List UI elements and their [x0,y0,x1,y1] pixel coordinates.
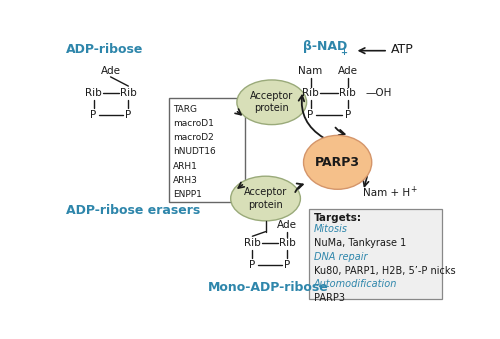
Text: P: P [249,260,256,270]
Text: ENPP1: ENPP1 [174,190,202,199]
Text: Mono-ADP-ribose: Mono-ADP-ribose [208,281,328,294]
Text: Rib: Rib [340,88,356,98]
Text: Acceptor
protein: Acceptor protein [244,187,287,210]
Text: Acceptor
protein: Acceptor protein [250,91,294,114]
Text: P: P [344,109,351,120]
Text: hNUDT16: hNUDT16 [174,147,216,156]
Text: Mitosis: Mitosis [314,224,348,234]
Text: Nam + H: Nam + H [363,188,410,198]
Text: macroD1: macroD1 [174,119,214,128]
Text: Ade: Ade [100,66,120,77]
Text: β-NAD: β-NAD [303,40,347,53]
Text: P: P [308,109,314,120]
Text: Rib: Rib [302,88,319,98]
Text: Rib: Rib [279,238,295,248]
Text: Rib: Rib [85,88,102,98]
Text: +: + [410,185,417,194]
Text: —OH: —OH [366,88,392,98]
Text: P: P [90,109,96,120]
Text: Automodification: Automodification [314,279,397,290]
Text: NuMa, Tankyrase 1: NuMa, Tankyrase 1 [314,238,406,248]
Text: ADP-ribose erasers: ADP-ribose erasers [66,204,200,217]
Text: Ku80, PARP1, H2B, 5’-P nicks: Ku80, PARP1, H2B, 5’-P nicks [314,265,455,276]
Text: ARH3: ARH3 [174,176,198,185]
Text: ATP: ATP [391,43,414,56]
Text: Ade: Ade [338,66,357,77]
Ellipse shape [230,176,300,221]
Text: +: + [340,47,347,57]
Text: DNA repair: DNA repair [314,252,367,262]
Text: P: P [125,109,132,120]
Text: TARG: TARG [174,105,198,114]
Text: Nam: Nam [298,66,322,77]
Ellipse shape [237,80,306,125]
Text: Rib: Rib [120,88,137,98]
FancyBboxPatch shape [309,208,442,299]
Text: macroD2: macroD2 [174,133,214,142]
Text: Targets:: Targets: [314,213,362,223]
Text: Rib: Rib [244,238,261,248]
Text: PARP3: PARP3 [314,293,344,303]
Text: ARH1: ARH1 [174,162,198,171]
Text: Ade: Ade [277,220,297,231]
Text: PARP3: PARP3 [315,156,360,169]
Ellipse shape [304,135,372,189]
Text: P: P [284,260,290,270]
Text: ADP-ribose: ADP-ribose [66,43,143,56]
FancyBboxPatch shape [170,98,244,202]
